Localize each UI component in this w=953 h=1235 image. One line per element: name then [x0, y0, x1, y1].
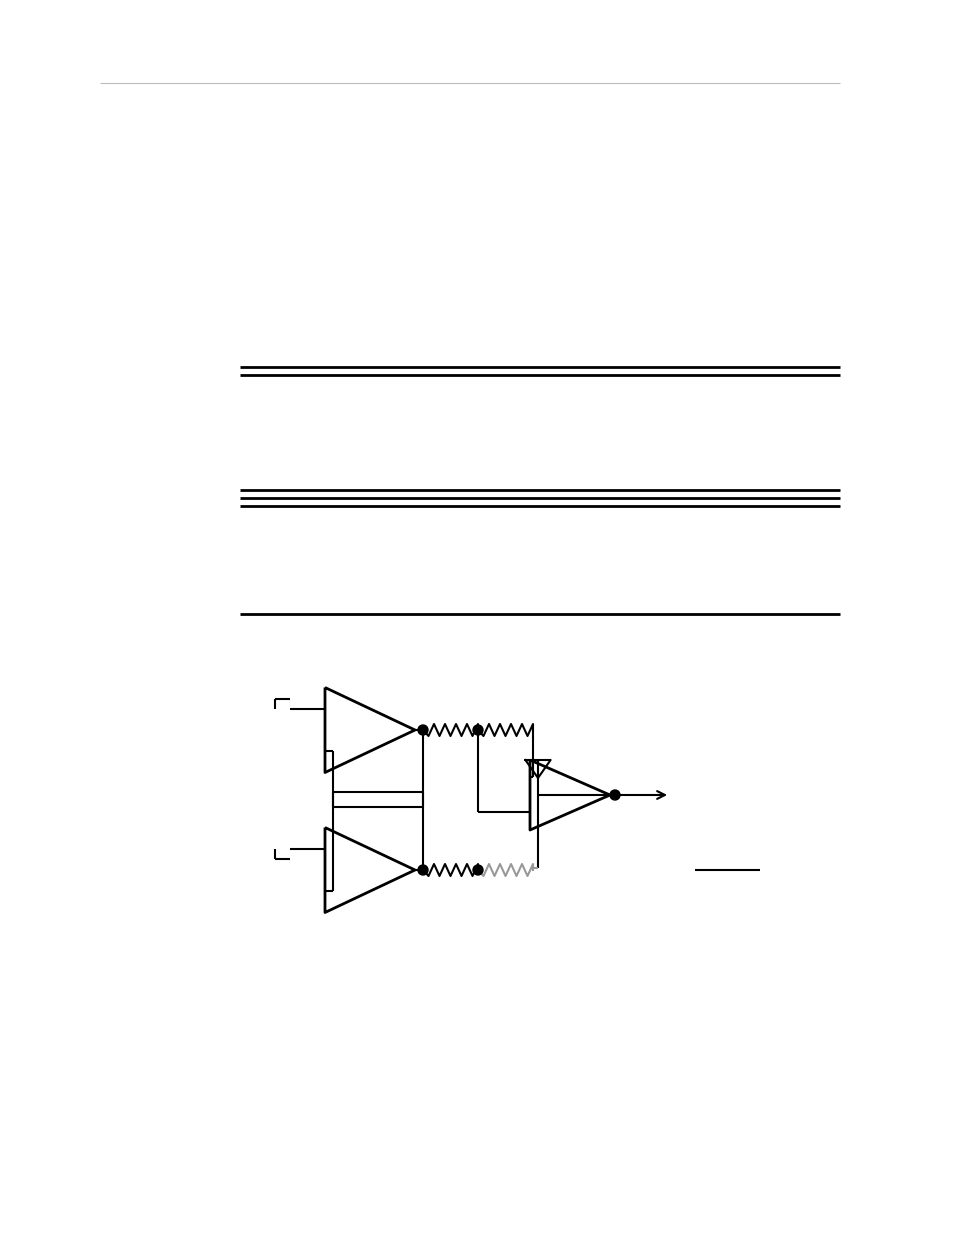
Circle shape — [473, 864, 482, 876]
Circle shape — [417, 725, 428, 735]
Circle shape — [609, 790, 619, 800]
Circle shape — [417, 864, 428, 876]
Circle shape — [473, 725, 482, 735]
